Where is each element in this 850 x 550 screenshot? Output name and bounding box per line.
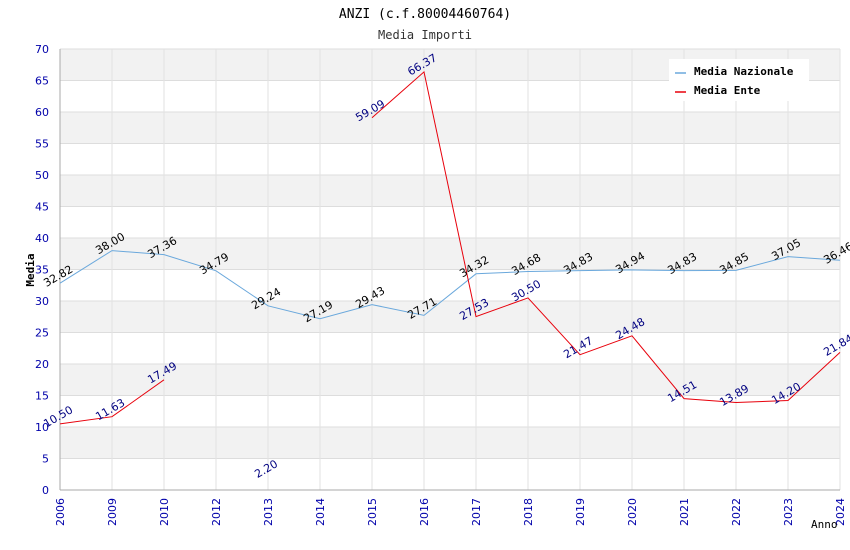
y-tick-label: 70 xyxy=(35,43,49,56)
y-axis-label: Media xyxy=(24,253,37,286)
grid-band xyxy=(60,175,840,207)
x-tick-label: 2019 xyxy=(574,498,587,526)
x-tick-label: 2010 xyxy=(158,498,171,526)
x-tick-label: 2009 xyxy=(106,498,119,526)
x-tick-label: 2017 xyxy=(470,498,483,526)
y-axis-ticks: 0 5 10 15 20 25 30 35 40 45 50 55 60 65 70 xyxy=(35,43,49,497)
x-tick-label: 2021 xyxy=(678,498,691,526)
y-tick-label: 40 xyxy=(35,232,49,245)
legend-label-media-ente: Media Ente xyxy=(694,84,761,97)
series-lines xyxy=(59,70,841,425)
x-tick-label: 2012 xyxy=(210,498,223,526)
grid-band xyxy=(60,112,840,144)
x-tick-label: 2024 xyxy=(834,498,847,526)
y-tick-label: 65 xyxy=(35,75,49,88)
y-tick-label: 45 xyxy=(35,201,49,214)
x-tick-label: 2018 xyxy=(522,498,535,526)
series-line-media-ente xyxy=(371,70,841,404)
x-tick-label: 2014 xyxy=(314,498,327,526)
x-tick-label: 2015 xyxy=(366,498,379,526)
y-tick-label: 60 xyxy=(35,106,49,119)
grid-band xyxy=(60,458,840,490)
grid-bands xyxy=(60,49,840,490)
grid-band xyxy=(60,206,840,238)
x-axis-label: Anno xyxy=(811,518,838,531)
legend-label-media-nazionale: Media Nazionale xyxy=(694,65,794,78)
grid-band xyxy=(60,269,840,301)
x-tick-label: 2016 xyxy=(418,498,431,526)
grid-band xyxy=(60,143,840,175)
legend-box xyxy=(669,59,809,101)
chart-title: ANZI (c.f.80004460764) xyxy=(339,7,511,22)
y-tick-label: 25 xyxy=(35,327,49,340)
series-line-media-ente xyxy=(59,379,165,425)
x-axis-ticks: 2006 2009 2010 2012 2013 2014 2015 2016 2017 2018… xyxy=(54,498,847,526)
x-tick-label: 2023 xyxy=(782,498,795,526)
series-line-media-nazionale xyxy=(59,250,841,320)
y-tick-label: 20 xyxy=(35,358,49,371)
y-tick-label: 10 xyxy=(35,421,49,434)
chart-subtitle: Media Importi xyxy=(378,28,472,42)
x-tick-label: 2022 xyxy=(730,498,743,526)
x-tick-label: 2013 xyxy=(262,498,275,526)
y-tick-label: 5 xyxy=(42,453,49,466)
y-tick-label: 55 xyxy=(35,138,49,151)
grid-band xyxy=(60,427,840,459)
y-tick-label: 30 xyxy=(35,295,49,308)
grid-band xyxy=(60,238,840,270)
y-tick-label: 35 xyxy=(35,264,49,277)
y-tick-label: 15 xyxy=(35,390,49,403)
axes xyxy=(59,49,840,491)
grid-band xyxy=(60,301,840,333)
grid-lines xyxy=(59,48,841,491)
x-tick-label: 2020 xyxy=(626,498,639,526)
x-tick-label: 2006 xyxy=(54,498,67,526)
y-tick-label: 50 xyxy=(35,169,49,182)
legend: Media Nazionale Media Ente xyxy=(669,59,809,101)
grid-band xyxy=(60,364,840,396)
y-tick-label: 0 xyxy=(42,484,49,497)
grid-band xyxy=(60,332,840,364)
